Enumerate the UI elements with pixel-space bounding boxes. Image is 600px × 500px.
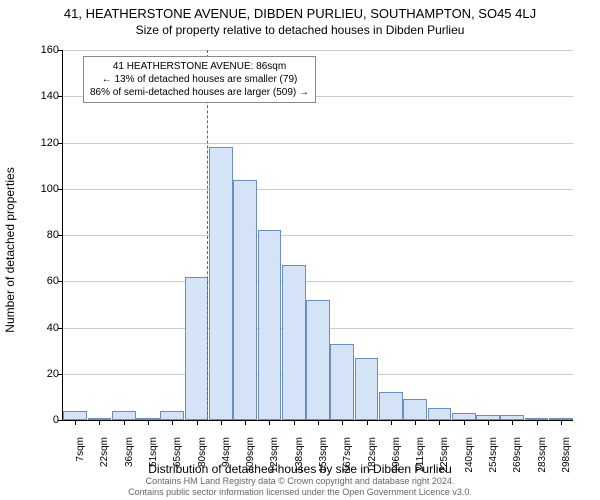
footer-line1: Contains HM Land Registry data © Crown c… xyxy=(0,476,600,487)
x-tick-mark xyxy=(342,420,343,425)
x-tick-mark xyxy=(124,420,125,425)
grid-line xyxy=(63,50,573,51)
y-tick-label: 80 xyxy=(33,229,59,241)
y-tick-label: 100 xyxy=(33,183,59,195)
footer-line2: Contains public sector information licen… xyxy=(0,487,600,498)
annotation-line3: 86% of semi-detached houses are larger (… xyxy=(90,86,309,99)
y-tick-label: 0 xyxy=(33,414,59,426)
chart-subtitle: Size of property relative to detached ho… xyxy=(0,23,600,37)
x-tick-mark xyxy=(488,420,489,425)
x-tick-mark xyxy=(318,420,319,425)
x-tick-mark xyxy=(148,420,149,425)
chart-container: 41, HEATHERSTONE AVENUE, DIBDEN PURLIEU,… xyxy=(0,0,600,500)
histogram-bar xyxy=(233,180,257,421)
histogram-bar xyxy=(452,413,476,420)
x-tick-mark xyxy=(367,420,368,425)
x-tick-mark xyxy=(245,420,246,425)
x-tick-mark xyxy=(269,420,270,425)
x-axis-label: Distribution of detached houses by size … xyxy=(0,462,600,476)
histogram-bar xyxy=(379,392,403,420)
y-tick-label: 20 xyxy=(33,368,59,380)
y-tick-label: 60 xyxy=(33,275,59,287)
histogram-bar xyxy=(185,277,209,420)
chart-title: 41, HEATHERSTONE AVENUE, DIBDEN PURLIEU,… xyxy=(0,0,600,21)
histogram-bar xyxy=(330,344,354,420)
annotation-box: 41 HEATHERSTONE AVENUE: 86sqm ← 13% of d… xyxy=(83,56,316,103)
histogram-bar xyxy=(160,411,184,420)
histogram-bar xyxy=(209,147,233,420)
histogram-bar xyxy=(258,230,282,420)
footer: Contains HM Land Registry data © Crown c… xyxy=(0,476,600,498)
y-axis-label: Number of detached properties xyxy=(3,167,17,332)
x-tick-mark xyxy=(464,420,465,425)
grid-line xyxy=(63,189,573,190)
x-tick-mark xyxy=(197,420,198,425)
x-tick-mark xyxy=(391,420,392,425)
chart-plot-area: 0204060801001201401607sqm22sqm36sqm51sqm… xyxy=(62,50,573,421)
x-tick-mark xyxy=(294,420,295,425)
grid-line xyxy=(63,143,573,144)
x-tick-mark xyxy=(75,420,76,425)
histogram-bar xyxy=(112,411,136,420)
reference-line xyxy=(207,50,208,420)
y-tick-label: 40 xyxy=(33,322,59,334)
x-tick-mark xyxy=(221,420,222,425)
histogram-bar xyxy=(306,300,330,420)
y-tick-label: 140 xyxy=(33,90,59,102)
grid-line xyxy=(63,281,573,282)
histogram-bar xyxy=(428,408,452,420)
histogram-bar xyxy=(282,265,306,420)
x-tick-mark xyxy=(172,420,173,425)
x-tick-mark xyxy=(439,420,440,425)
annotation-line1: 41 HEATHERSTONE AVENUE: 86sqm xyxy=(90,60,309,73)
histogram-bar xyxy=(403,399,427,420)
x-tick-mark xyxy=(561,420,562,425)
y-tick-label: 120 xyxy=(33,137,59,149)
x-tick-mark xyxy=(415,420,416,425)
x-tick-mark xyxy=(512,420,513,425)
histogram-bar xyxy=(63,411,87,420)
grid-line xyxy=(63,235,573,236)
x-tick-mark xyxy=(537,420,538,425)
y-tick-label: 160 xyxy=(33,44,59,56)
histogram-bar xyxy=(355,358,379,420)
x-tick-mark xyxy=(99,420,100,425)
annotation-line2: ← 13% of detached houses are smaller (79… xyxy=(90,73,309,86)
